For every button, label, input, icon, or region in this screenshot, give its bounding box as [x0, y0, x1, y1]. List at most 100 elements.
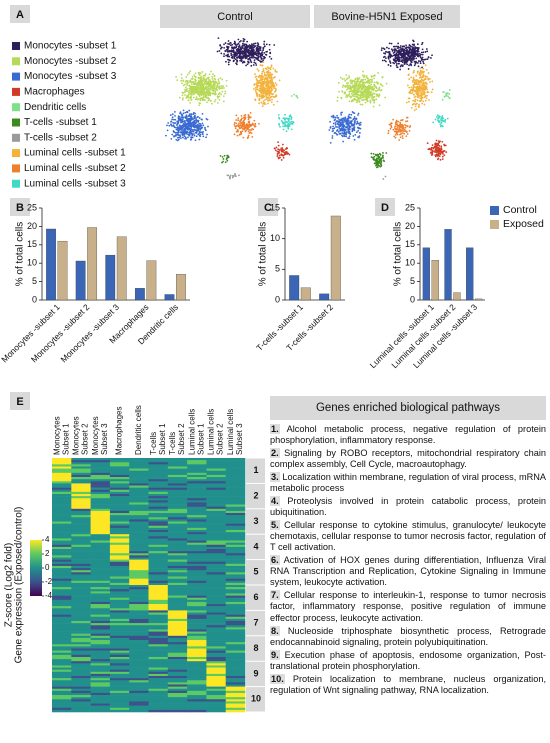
cell-dot [184, 90, 187, 92]
cell-dot [348, 75, 350, 77]
cell-dot [183, 135, 186, 138]
cell-dot [347, 130, 350, 132]
heatmap-cell [71, 498, 91, 501]
cell-dot [328, 129, 331, 131]
heatmap-cell [90, 635, 111, 639]
heatmap-cell [206, 474, 226, 478]
cell-dot [333, 116, 335, 119]
heatmap-cell [187, 661, 207, 664]
y-tick-label: 15 [27, 239, 37, 249]
cell-dot [204, 88, 207, 91]
cell-dot [247, 51, 250, 54]
cell-dot [353, 117, 356, 120]
cell-dot [394, 57, 397, 59]
heatmap-cell [187, 618, 207, 622]
heatmap-cell [187, 498, 207, 501]
heatmap-cell [187, 477, 207, 480]
heatmap-cell [225, 470, 246, 474]
cell-dot [413, 60, 416, 63]
cell-dot [190, 89, 193, 92]
cell-dot [351, 90, 353, 92]
heatmap-cell [90, 623, 111, 626]
heatmap-cell [71, 582, 91, 586]
cell-dot [203, 89, 205, 92]
cell-dot [243, 124, 246, 126]
cell-dot [404, 59, 407, 62]
cell-dot [284, 118, 287, 120]
heatmap-cell [148, 540, 169, 543]
cell-dot [225, 79, 228, 82]
heatmap-cell [187, 578, 207, 582]
heatmap-cell [206, 572, 226, 575]
heatmap-cell [90, 570, 111, 573]
heatmap-cell [52, 458, 72, 461]
heatmap-cell [90, 485, 111, 488]
heatmap-cell [225, 574, 246, 577]
cell-dot [277, 144, 280, 147]
heatmap-cell [71, 510, 91, 514]
cell-dot [250, 43, 253, 45]
cell-dot [372, 157, 375, 160]
cell-dot [224, 42, 227, 44]
heatmap-cell [167, 591, 188, 594]
heatmap-cell [129, 470, 149, 474]
heatmap-cell [129, 610, 149, 613]
cell-dot [237, 42, 240, 45]
cell-dot [229, 174, 232, 177]
cell-dot [443, 144, 446, 147]
heatmap-cell [129, 521, 149, 524]
cell-dot [218, 92, 221, 95]
heatmap-cell [71, 654, 91, 658]
cell-dot [419, 71, 421, 74]
cell-dot [442, 120, 444, 122]
cell-dot [253, 124, 256, 127]
cell-dot [270, 89, 273, 92]
cell-dot [356, 77, 359, 79]
heatmap-cell [167, 574, 188, 577]
cell-dot [208, 82, 211, 85]
heatmap-cell [148, 646, 169, 649]
cell-dot [401, 124, 404, 127]
heatmap-cell [129, 597, 149, 601]
cell-dot [237, 38, 240, 41]
cell-dot [243, 119, 245, 122]
cell-dot [404, 62, 406, 64]
cell-dot [188, 117, 191, 120]
cell-dot [194, 72, 197, 75]
heatmap-cell [167, 462, 188, 465]
heatmap-cell [187, 572, 207, 575]
heatmap-cell [187, 474, 207, 478]
cell-dot [365, 94, 368, 97]
heatmap-cell [148, 599, 169, 603]
cell-dot [245, 50, 248, 53]
cell-dot [357, 114, 359, 116]
heatmap-cell [71, 606, 91, 609]
cell-dot [181, 118, 184, 121]
heatmap-cell [206, 510, 226, 514]
y-tick-label: 0 [32, 294, 37, 304]
cell-dot [240, 55, 243, 58]
heatmap-cell [167, 551, 188, 554]
cell-dot [252, 64, 255, 66]
heatmap-cell [225, 563, 246, 567]
cell-dot [218, 95, 221, 98]
heatmap-cell [90, 637, 111, 641]
cell-dot [428, 99, 430, 101]
cell-dot [348, 100, 351, 103]
cell-dot [249, 111, 252, 114]
heatmap-cell [206, 555, 226, 558]
cell-dot [218, 86, 221, 89]
heatmap-cell [206, 502, 226, 505]
cell-dot [365, 75, 368, 77]
heatmap-cell [109, 508, 130, 512]
bar [46, 228, 56, 301]
cell-dot [281, 143, 284, 146]
cell-dot [178, 136, 181, 139]
cell-dot [382, 154, 384, 157]
heatmap-cell [129, 525, 149, 529]
heatmap-cell [225, 637, 246, 641]
heatmap-cell [187, 637, 207, 641]
heatmap-cell [206, 493, 226, 497]
heatmap-cell [129, 483, 149, 486]
heatmap-cell [71, 500, 91, 503]
